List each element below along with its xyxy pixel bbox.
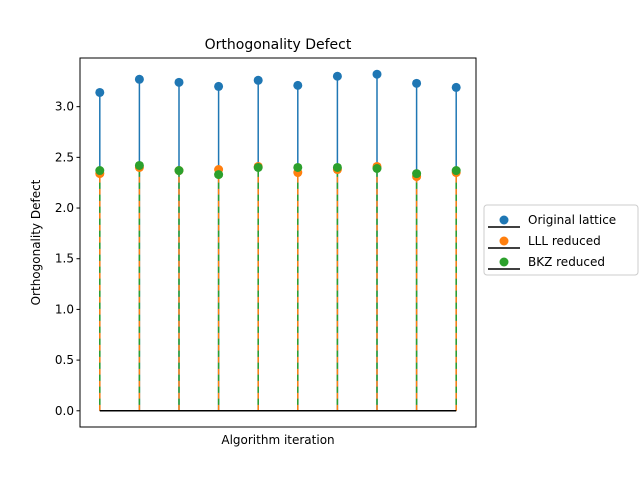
marker-1-4 xyxy=(214,81,224,91)
marker-3-8 xyxy=(372,163,382,173)
legend-frame xyxy=(483,204,639,276)
marker-1-3 xyxy=(174,77,184,87)
y-axis-label: Orthogonality Defect xyxy=(29,179,43,305)
marker-1-1 xyxy=(95,87,105,97)
marker-3-3 xyxy=(174,166,184,176)
legend-marker-3 xyxy=(499,257,509,267)
axes-frame xyxy=(79,57,477,428)
legend-marker-1 xyxy=(499,215,509,225)
legend-marker-2 xyxy=(499,236,509,246)
y-tick-label-2: 0.5 xyxy=(55,353,74,367)
marker-1-10 xyxy=(451,82,461,92)
marker-1-5 xyxy=(253,75,263,85)
marker-1-2 xyxy=(134,74,144,84)
marker-3-4 xyxy=(214,170,224,180)
marker-3-1 xyxy=(95,166,105,176)
marker-1-6 xyxy=(293,80,303,90)
y-tick-label-5: 2.0 xyxy=(55,201,74,215)
marker-3-2 xyxy=(134,160,144,170)
marker-3-5 xyxy=(253,162,263,172)
legend-label-2: LLL reduced xyxy=(528,234,601,248)
legend-label-3: BKZ reduced xyxy=(528,255,605,269)
x-axis-label: Algorithm iteration xyxy=(221,433,334,447)
stem-lines xyxy=(99,74,457,412)
marker-3-7 xyxy=(332,162,342,172)
stem-markers xyxy=(95,69,461,182)
legend: Original lattice LLL reduced BKZ reduced xyxy=(483,204,639,276)
marker-1-7 xyxy=(332,71,342,81)
marker-3-10 xyxy=(451,166,461,176)
y-axis-ticks: 0.0 0.5 1.0 1.5 2.0 2.5 3.0 xyxy=(55,100,80,418)
y-tick-label-7: 3.0 xyxy=(55,100,74,114)
legend-label-1: Original lattice xyxy=(528,213,616,227)
marker-3-9 xyxy=(412,169,422,179)
y-tick-label-4: 1.5 xyxy=(55,252,74,266)
y-tick-label-1: 0.0 xyxy=(55,404,74,418)
marker-3-6 xyxy=(293,162,303,172)
y-tick-label-6: 2.5 xyxy=(55,150,74,164)
marker-1-9 xyxy=(412,78,422,88)
marker-1-8 xyxy=(372,69,382,79)
chart-title: Orthogonality Defect xyxy=(205,37,352,53)
y-tick-label-3: 1.0 xyxy=(55,302,74,316)
